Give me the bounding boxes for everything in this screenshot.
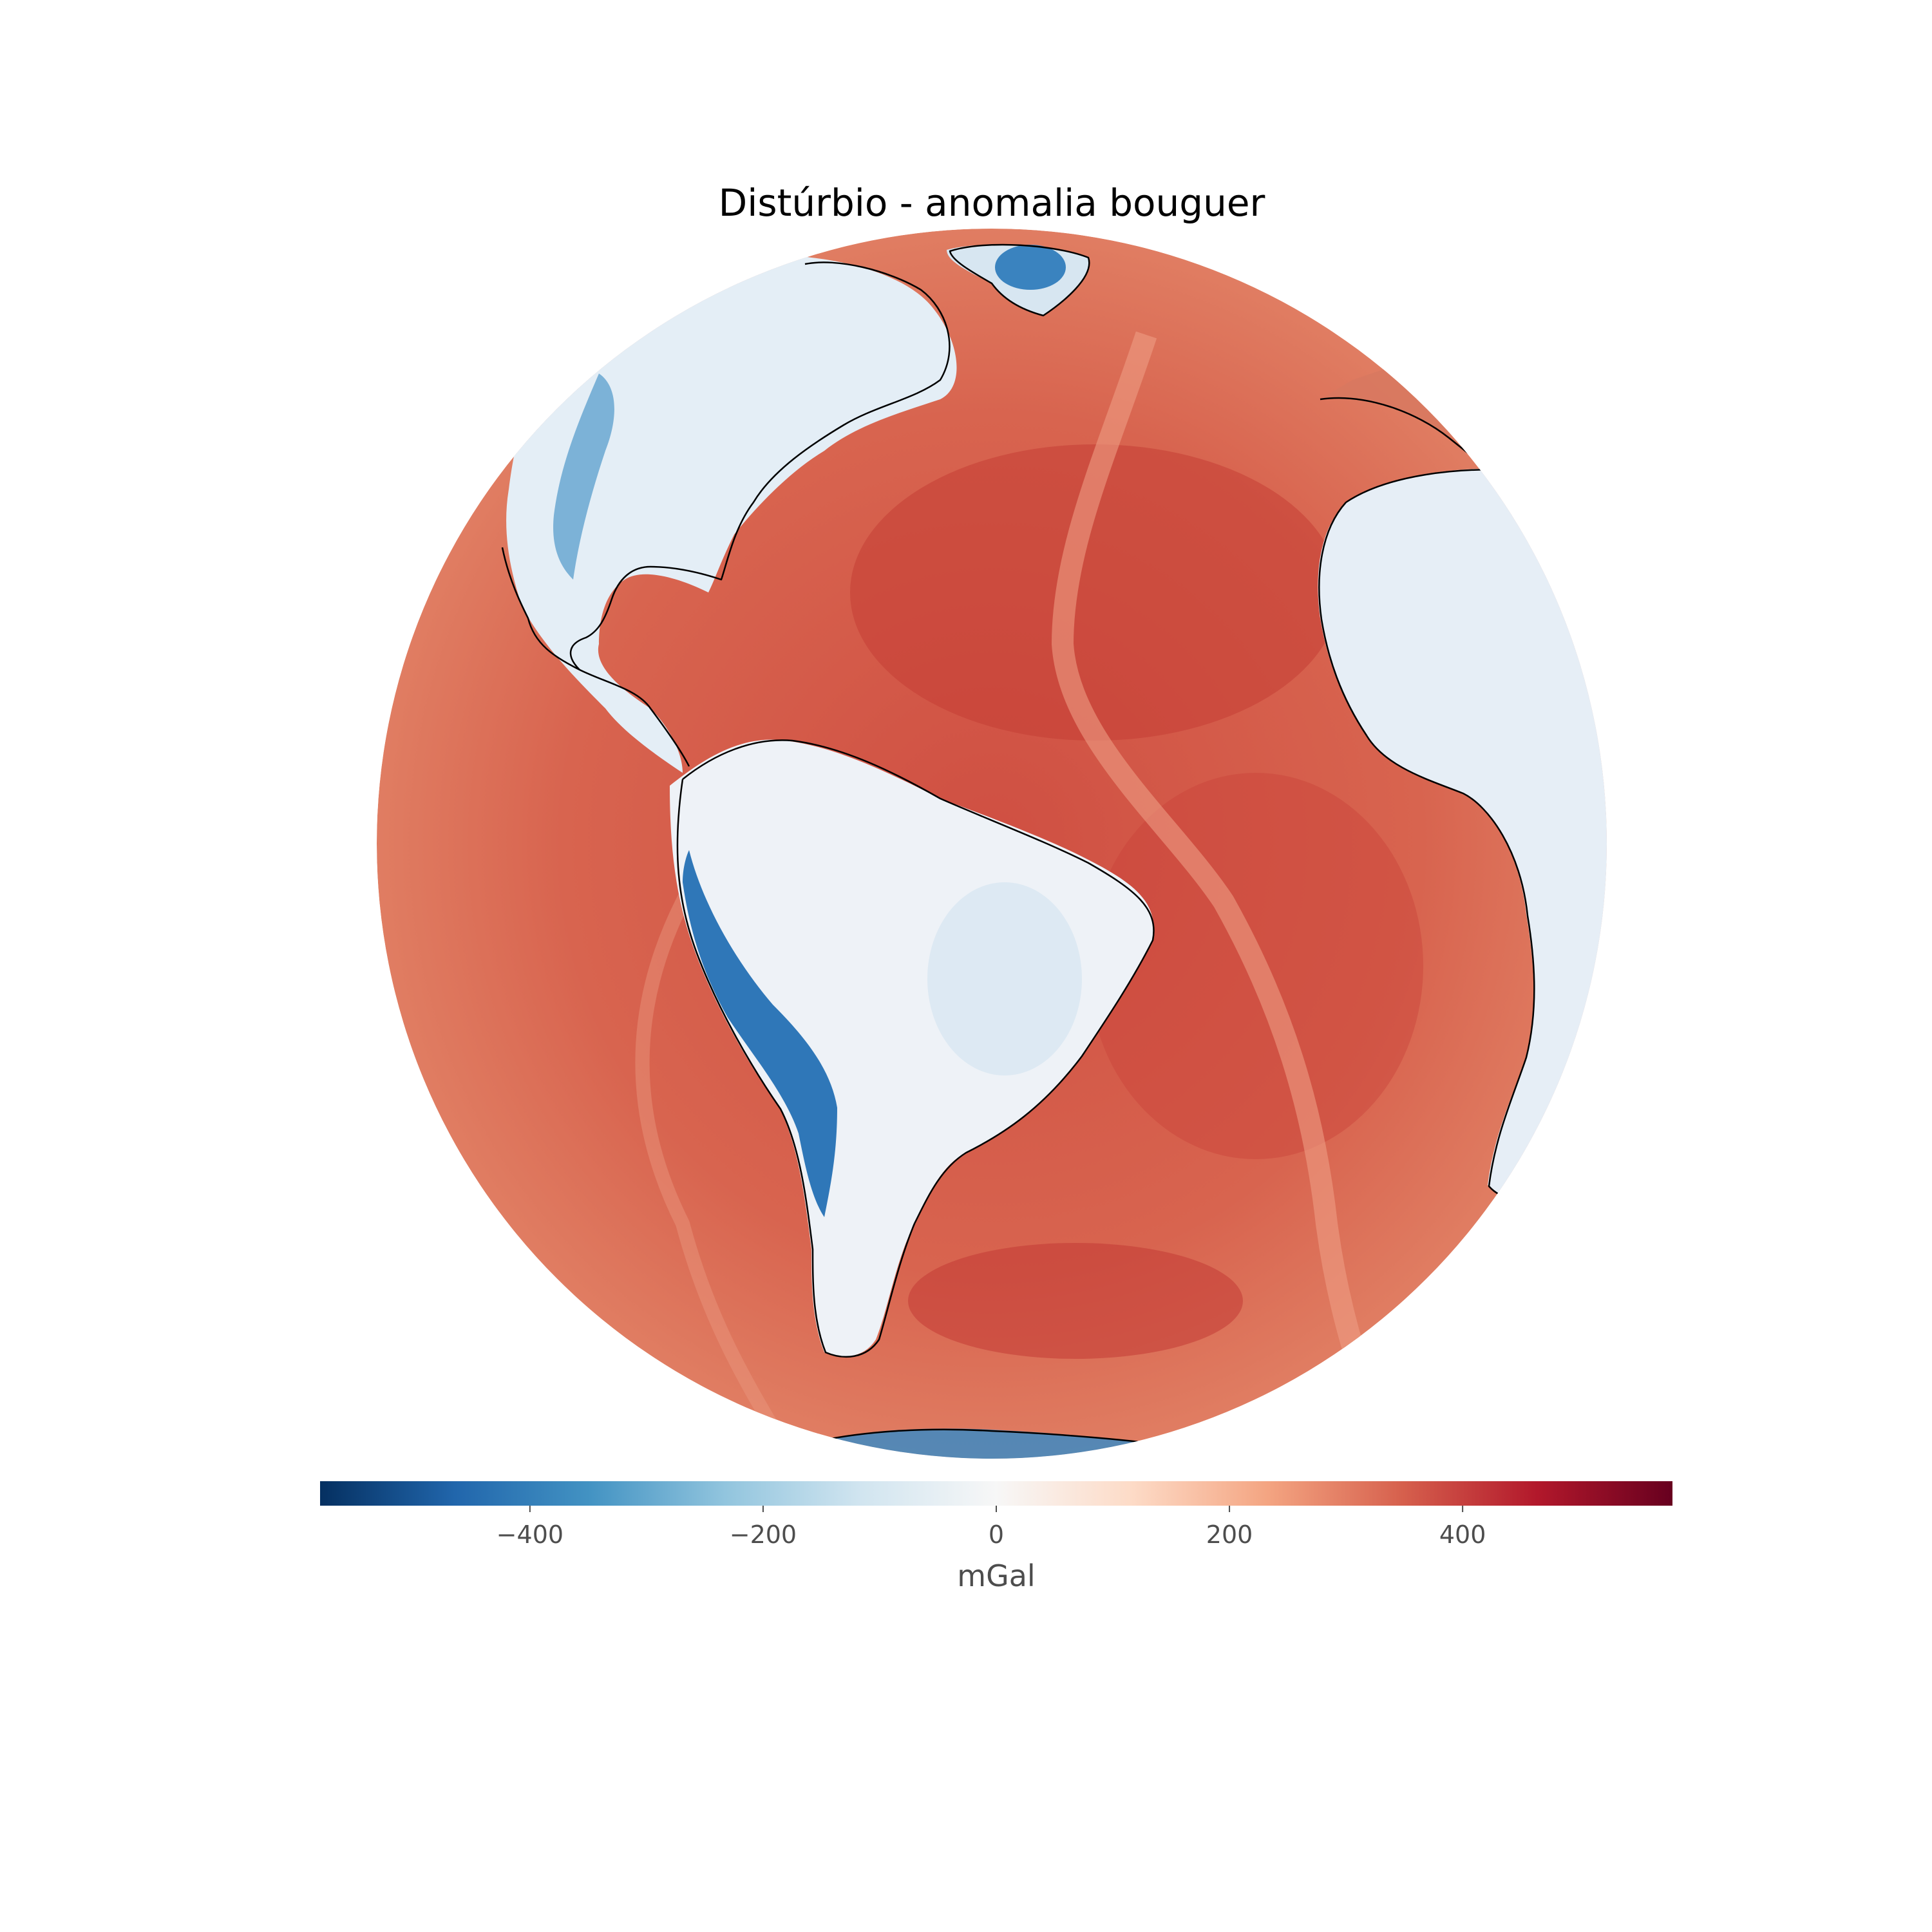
colorbar: −400 −200 0 200 400 mGal	[320, 1481, 1672, 1593]
coastline-gulf-mexico	[501, 547, 580, 671]
rockies-low	[553, 374, 614, 580]
colorbar-tick-label: −400	[497, 1520, 564, 1549]
mid-atlantic-ridge	[1051, 331, 1401, 1459]
colorbar-tick-label: 400	[1439, 1520, 1486, 1549]
coastline-south-america	[676, 739, 1155, 1358]
map-title: Distúrbio - anomalia bouguer	[719, 181, 1265, 225]
north-america	[506, 255, 957, 773]
east-pacific-rise	[635, 833, 792, 1453]
coastline-greenland	[949, 243, 1090, 317]
africa	[1318, 468, 1607, 1198]
colorbar-tick-label: 200	[1206, 1520, 1253, 1549]
colorbar-tick-label: 0	[989, 1520, 1004, 1549]
coastline-north-america	[569, 261, 951, 767]
antarctica	[811, 1428, 1198, 1459]
andes-low	[683, 850, 837, 1217]
greenland-low	[995, 245, 1066, 290]
colorbar-label: mGal	[957, 1558, 1035, 1593]
north-atlantic-high	[850, 444, 1340, 741]
argentine-basin-high	[908, 1243, 1243, 1359]
coastline-antarctica	[811, 1428, 1198, 1450]
colorbar-tick-label: −200	[730, 1520, 797, 1549]
brazil-shield-low	[927, 882, 1082, 1075]
colorbar-ticks: −400 −200 0 200 400	[497, 1506, 1486, 1549]
colorbar-gradient	[320, 1481, 1672, 1506]
globe	[377, 229, 1607, 1459]
